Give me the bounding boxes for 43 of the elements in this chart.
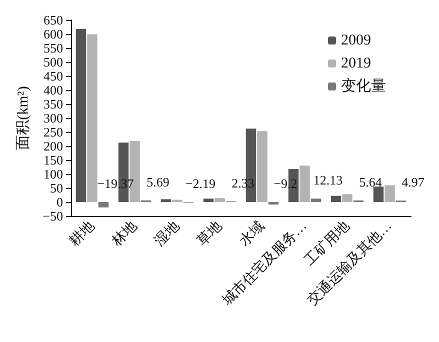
bar: [300, 166, 310, 202]
bar: [203, 198, 214, 202]
y-tick-label: 250: [44, 124, 63, 140]
x-tick-label: 林地: [108, 218, 140, 250]
bar: [160, 199, 172, 202]
y-tick-label: 650: [44, 12, 63, 28]
y-tick-label: 500: [44, 54, 63, 70]
y-tick-label: 550: [44, 40, 63, 56]
legend-label: 2019: [341, 56, 371, 72]
data-label: 4.97: [402, 174, 425, 190]
bar: [87, 34, 98, 202]
bar: [268, 202, 279, 205]
bar: [98, 202, 109, 208]
data-label: 5.69: [146, 174, 170, 190]
y-tick-label: 150: [44, 152, 63, 168]
y-tick-label: 200: [44, 138, 63, 154]
y-tick-label: 400: [44, 82, 63, 98]
bar: [330, 196, 342, 202]
data-label: 12.13: [313, 172, 343, 188]
data-label: 5.64: [359, 174, 382, 190]
y-tick-label: 350: [44, 96, 63, 112]
y-tick-label: 450: [44, 68, 63, 84]
y-tick-label: 0: [56, 194, 63, 210]
y-tick-label: 300: [44, 110, 63, 126]
bar: [310, 198, 322, 202]
y-axis-title: 面积(km²): [16, 86, 32, 150]
y-tick-label: 600: [44, 26, 63, 42]
bar: [257, 131, 268, 202]
bar: [76, 28, 86, 202]
bar: [373, 186, 384, 202]
data-label: −2.19: [185, 176, 216, 191]
y-tick-label: −50: [42, 208, 63, 224]
x-tick-label: 草地: [194, 218, 226, 250]
x-tick-label: 耕地: [66, 218, 98, 250]
y-tick-label: 50: [50, 180, 63, 196]
x-tick-label: 湿地: [151, 218, 183, 250]
legend-label: 2009: [341, 32, 371, 48]
legend-label: 变化量: [341, 78, 386, 94]
bar: [342, 194, 352, 202]
x-tick-label: 水域: [236, 218, 268, 250]
bar: [384, 185, 395, 202]
y-tick-label: 100: [44, 166, 63, 182]
bar: [214, 198, 225, 202]
